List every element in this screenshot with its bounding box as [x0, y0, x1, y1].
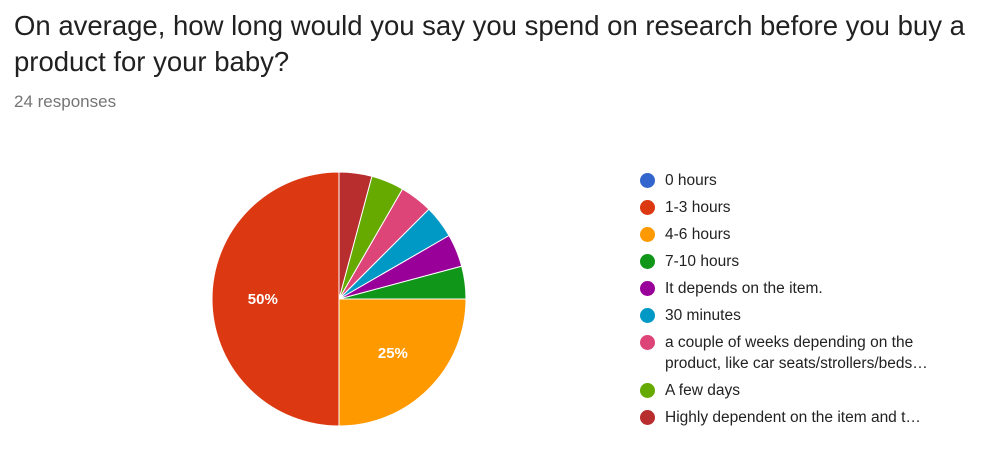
pie-data-label-2: 25% — [378, 345, 408, 362]
legend-swatch-8 — [640, 410, 655, 425]
legend-swatch-5 — [640, 308, 655, 323]
pie-slice-2 — [338, 298, 467, 427]
pie-slice-1 — [211, 171, 340, 427]
legend-swatch-6 — [640, 335, 655, 350]
legend-label-0: 0 hours — [665, 172, 717, 189]
legend-label-8: Highly dependent on the item and t… — [665, 409, 921, 426]
legend-item-2: 4-6 hours — [640, 224, 980, 245]
legend-label-6: a couple of weeks depending on the produ… — [665, 334, 928, 372]
legend-label-4: It depends on the item. — [665, 280, 823, 297]
legend-label-2: 4-6 hours — [665, 226, 731, 243]
legend-item-3: 7-10 hours — [640, 251, 980, 272]
pie-slice-8 — [338, 171, 373, 300]
chart-legend: 0 hours 1-3 hours 4-6 hours 7-10 hours It de… — [640, 170, 980, 434]
response-count: 24 responses — [14, 92, 117, 111]
legend-item-6: a couple of weeks depending on the produ… — [640, 332, 980, 374]
legend-item-4: It depends on the item. — [640, 278, 980, 299]
question-title: On average, how long would you say you s… — [14, 10, 965, 77]
legend-swatch-0 — [640, 173, 655, 188]
legend-swatch-4 — [640, 281, 655, 296]
legend-label-5: 30 minutes — [665, 307, 741, 324]
legend-label-7: A few days — [665, 382, 740, 399]
legend-label-3: 7-10 hours — [665, 253, 740, 270]
legend-item-0: 0 hours — [640, 170, 980, 191]
legend-item-1: 1-3 hours — [640, 197, 980, 218]
legend-item-7: A few days — [640, 380, 980, 401]
legend-swatch-3 — [640, 254, 655, 269]
legend-swatch-2 — [640, 227, 655, 242]
legend-label-1: 1-3 hours — [665, 199, 731, 216]
legend-swatch-1 — [640, 200, 655, 215]
legend-swatch-7 — [640, 383, 655, 398]
legend-item-5: 30 minutes — [640, 305, 980, 326]
legend-item-8: Highly dependent on the item and t… — [640, 407, 980, 428]
pie-data-label-1: 50% — [248, 291, 278, 308]
